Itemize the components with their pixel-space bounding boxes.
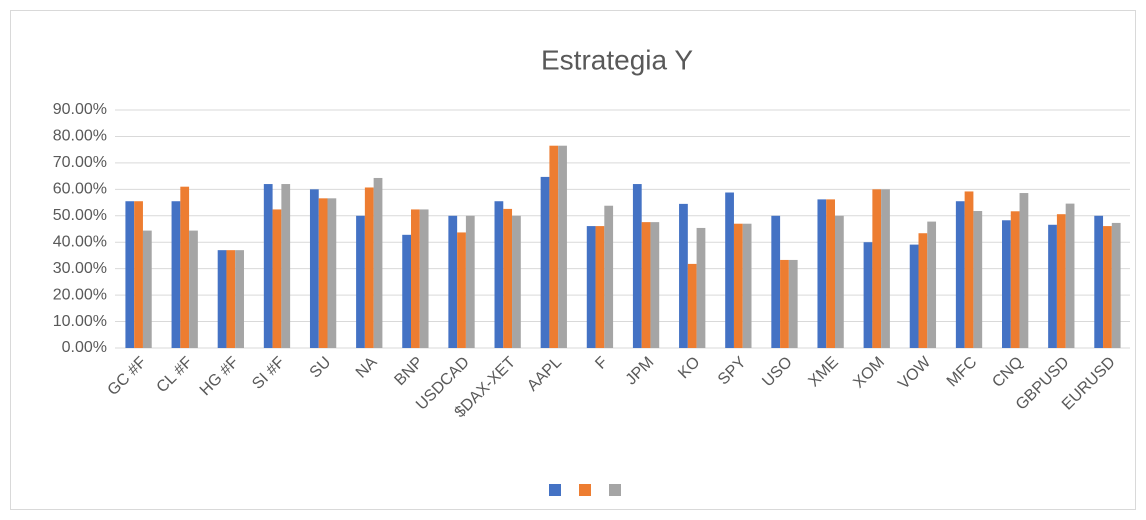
bar <box>540 176 550 348</box>
bar <box>881 189 890 348</box>
bar <box>780 259 789 348</box>
y-tick-label: 90.00% <box>53 101 107 118</box>
bar <box>771 215 781 348</box>
bar <box>918 233 928 348</box>
bar <box>263 184 273 348</box>
bar <box>226 250 236 348</box>
bar <box>586 226 596 348</box>
bar <box>1010 211 1020 348</box>
legend-swatch <box>579 484 591 496</box>
y-tick-label: 20.00% <box>53 286 107 303</box>
bar <box>834 215 844 348</box>
y-tick-label: 0.00% <box>62 339 107 356</box>
bar <box>1065 203 1075 348</box>
bar <box>134 201 143 348</box>
bar <box>364 187 374 348</box>
bar <box>549 145 559 348</box>
chart-title: Estrategia Y <box>541 44 693 75</box>
y-tick-label: 80.00% <box>53 128 107 145</box>
bar <box>679 203 688 348</box>
bar <box>512 215 521 348</box>
bar <box>494 201 504 348</box>
bar <box>419 209 429 348</box>
bar <box>604 205 614 348</box>
y-tick-label: 40.00% <box>53 233 107 250</box>
y-tick-label: 50.00% <box>53 207 107 224</box>
y-tick-label: 60.00% <box>53 181 107 198</box>
bar <box>632 184 642 348</box>
bar <box>142 230 152 348</box>
bar <box>863 242 873 348</box>
bar <box>272 209 282 348</box>
bar <box>318 198 328 348</box>
y-tick-label: 70.00% <box>53 154 107 171</box>
bar <box>1048 224 1057 348</box>
bar <box>465 215 475 348</box>
bar <box>309 189 319 348</box>
bar <box>402 234 412 348</box>
bar <box>189 230 198 348</box>
bar <box>955 201 965 348</box>
bar <box>733 223 743 348</box>
bar <box>927 221 937 348</box>
bar <box>742 223 752 348</box>
bar <box>1094 215 1104 348</box>
bar <box>180 186 190 348</box>
bar <box>1111 222 1121 348</box>
bar <box>1019 193 1029 348</box>
bar <box>817 199 827 348</box>
bar <box>964 191 974 348</box>
bar <box>558 145 567 348</box>
chart-border <box>10 10 1136 510</box>
bar <box>641 222 651 348</box>
bar <box>125 201 135 348</box>
bar <box>448 215 458 348</box>
legend-swatch <box>609 484 621 496</box>
bar <box>696 227 706 348</box>
bar <box>725 192 734 348</box>
bar <box>973 211 983 348</box>
bar <box>281 184 291 348</box>
bar <box>171 201 181 348</box>
bar <box>356 215 365 348</box>
bar <box>687 263 697 348</box>
bar <box>327 198 337 348</box>
bar <box>872 189 882 348</box>
bar <box>1002 220 1011 348</box>
bar <box>826 199 835 348</box>
bar <box>788 259 798 348</box>
bar <box>595 226 605 348</box>
bar <box>457 232 466 348</box>
bar <box>373 177 383 348</box>
bar <box>217 250 227 348</box>
bar <box>1103 226 1112 348</box>
bar <box>411 209 420 348</box>
y-tick-label: 30.00% <box>53 260 107 277</box>
bar <box>503 208 513 348</box>
bar <box>235 250 244 348</box>
bar <box>650 222 660 348</box>
bar <box>909 244 919 348</box>
y-tick-label: 10.00% <box>53 313 107 330</box>
bar <box>1056 214 1066 348</box>
legend-swatch <box>549 484 561 496</box>
